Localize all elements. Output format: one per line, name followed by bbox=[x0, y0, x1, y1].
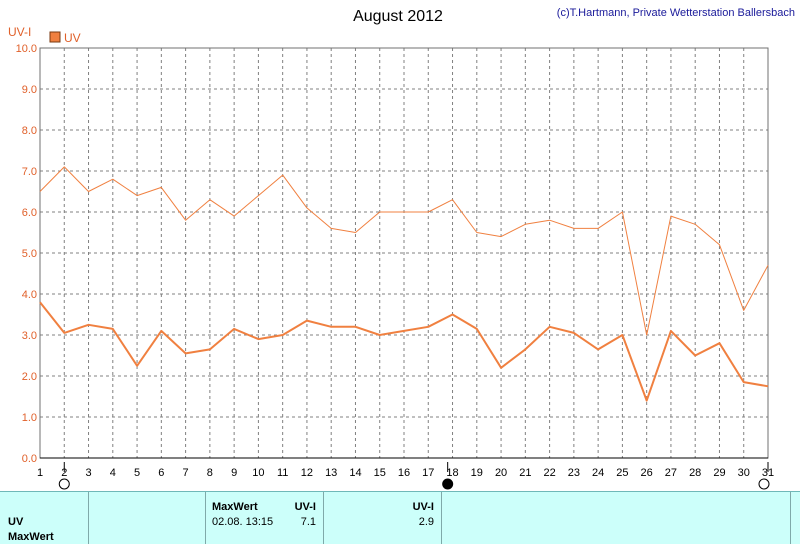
panel-divider bbox=[790, 492, 791, 544]
row-label-maxwert: MaxWert bbox=[8, 531, 54, 543]
x-tick-label: 2 bbox=[61, 467, 67, 479]
x-tick-label: 3 bbox=[85, 467, 91, 479]
maxwert-header: MaxWert bbox=[212, 501, 258, 513]
y-axis-label: UV-I bbox=[8, 25, 31, 39]
x-tick-label: 13 bbox=[325, 467, 337, 479]
x-tick-label: 23 bbox=[568, 467, 580, 479]
x-tick-label: 16 bbox=[398, 467, 410, 479]
x-tick-label: 5 bbox=[134, 467, 140, 479]
x-tick-label: 18 bbox=[446, 467, 458, 479]
x-tick-label: 25 bbox=[616, 467, 628, 479]
chart-plot-area bbox=[39, 166, 769, 402]
x-tick-label: 21 bbox=[519, 467, 531, 479]
full-moon-icon bbox=[58, 478, 70, 490]
full-moon-icon bbox=[758, 478, 770, 490]
y-tick-label: 3.0 bbox=[22, 330, 37, 342]
max-value: 7.1 bbox=[300, 516, 316, 528]
x-tick-label: 10 bbox=[252, 467, 264, 479]
avg-value: 2.9 bbox=[418, 516, 434, 528]
x-tick-label: 1 bbox=[37, 467, 43, 479]
x-tick-label: 8 bbox=[207, 467, 213, 479]
x-tick-label: 14 bbox=[349, 467, 361, 479]
y-tick-label: 2.0 bbox=[22, 371, 37, 383]
legend-swatch bbox=[49, 31, 61, 43]
summary-panel: UV MaxWert MaxWert UV-I 02.08. 13:15 7.1… bbox=[0, 491, 800, 544]
series-line-uv-max bbox=[39, 166, 769, 336]
y-tick-label: 4.0 bbox=[22, 289, 37, 301]
avg-header: UV-I bbox=[412, 501, 434, 513]
x-tick-label: 15 bbox=[374, 467, 386, 479]
max-datetime: 02.08. 13:15 bbox=[212, 516, 274, 528]
x-tick-label: 26 bbox=[641, 467, 653, 479]
y-tick-label: 7.0 bbox=[22, 166, 37, 178]
x-tick-label: 11 bbox=[277, 467, 288, 479]
x-tick-label: 27 bbox=[665, 467, 677, 479]
x-tick-label: 20 bbox=[495, 467, 507, 479]
panel-divider bbox=[205, 492, 206, 544]
y-tick-label: 0.0 bbox=[22, 453, 37, 465]
panel-divider bbox=[323, 492, 324, 544]
x-tick-label: 6 bbox=[158, 467, 164, 479]
uv-chart: August 2012 (c)T.Hartmann, Private Wette… bbox=[8, 7, 795, 490]
x-tick-label: 28 bbox=[689, 467, 701, 479]
x-tick-label: 30 bbox=[738, 467, 750, 479]
x-tick-label: 31 bbox=[762, 467, 774, 479]
x-tick-label: 4 bbox=[110, 467, 116, 479]
y-tick-label: 10.0 bbox=[16, 43, 37, 55]
series-line-uv-mean bbox=[39, 301, 769, 402]
x-tick-label: 22 bbox=[543, 467, 555, 479]
panel-divider bbox=[441, 492, 442, 544]
x-tick-label: 9 bbox=[231, 467, 237, 479]
x-tick-label: 24 bbox=[592, 467, 604, 479]
row-label-uv: UV bbox=[8, 516, 24, 528]
chart-title: August 2012 bbox=[353, 8, 443, 25]
new-moon-icon bbox=[442, 478, 454, 490]
x-tick-label: 29 bbox=[713, 467, 725, 479]
panel-divider bbox=[88, 492, 89, 544]
uvi-header: UV-I bbox=[294, 501, 316, 513]
x-tick-label: 17 bbox=[422, 467, 434, 479]
chart-grid bbox=[39, 47, 769, 459]
legend-label: UV bbox=[64, 31, 81, 45]
x-tick-label: 12 bbox=[301, 467, 313, 479]
y-tick-label: 6.0 bbox=[22, 207, 37, 219]
y-tick-label: 9.0 bbox=[22, 84, 37, 96]
x-tick-label: 19 bbox=[471, 467, 483, 479]
x-tick-label: 7 bbox=[183, 467, 189, 479]
y-tick-label: 8.0 bbox=[22, 125, 37, 137]
y-tick-label: 1.0 bbox=[22, 412, 37, 424]
copyright-text: (c)T.Hartmann, Private Wetterstation Bal… bbox=[557, 7, 795, 19]
y-tick-label: 5.0 bbox=[22, 248, 37, 260]
